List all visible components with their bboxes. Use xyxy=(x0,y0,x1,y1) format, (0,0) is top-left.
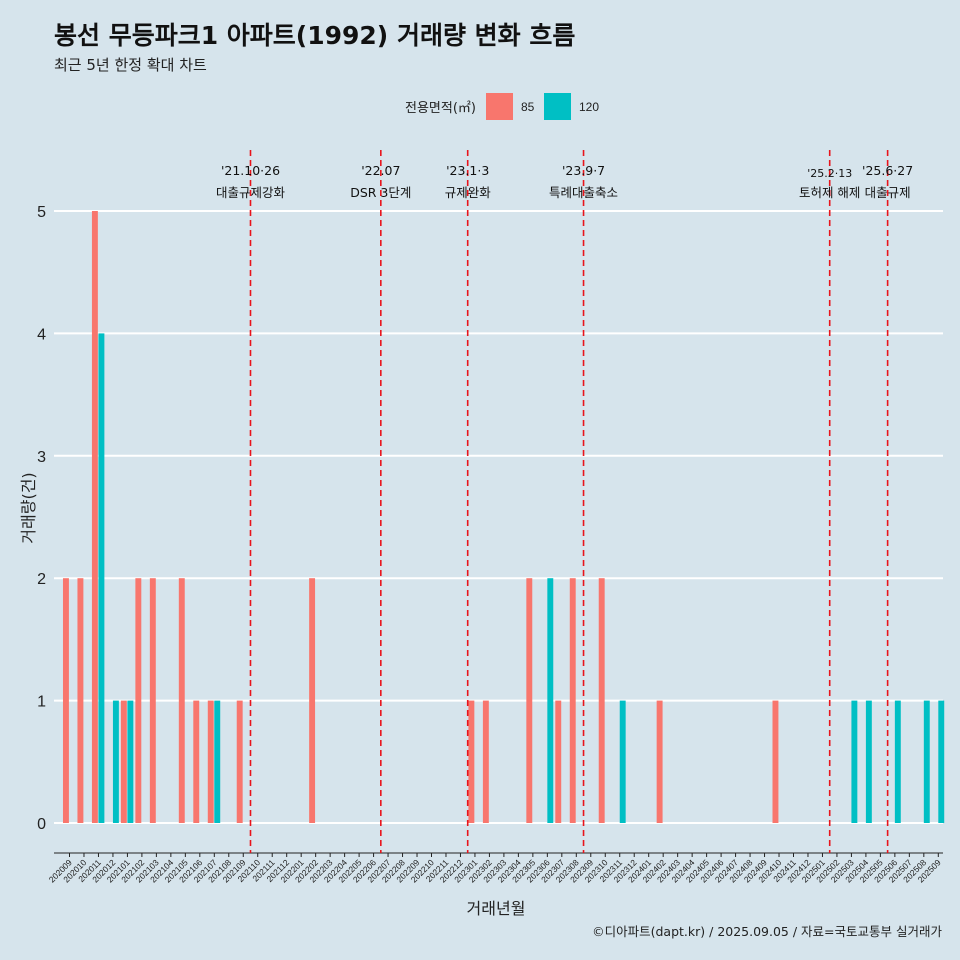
y-axis-title: 거래량(건) xyxy=(19,472,38,543)
bar-85-202410 xyxy=(772,700,779,823)
bar-120-202508 xyxy=(923,700,930,823)
bar-120-202011 xyxy=(98,333,105,823)
legend-label: 120 xyxy=(579,100,599,114)
bar-120-202506 xyxy=(894,700,901,823)
bar-120-202503 xyxy=(851,700,858,823)
bar-85-202301 xyxy=(468,700,475,823)
bar-85-202202 xyxy=(309,578,316,823)
bar-120-202107 xyxy=(214,700,221,823)
y-tick-label: 1 xyxy=(37,694,46,711)
legend: 전용면적(㎡) 85 120 xyxy=(405,93,599,120)
event-date: '21.10·26 xyxy=(221,163,280,178)
y-tick-label: 2 xyxy=(37,571,46,588)
event-label: DSR 3단계 xyxy=(350,185,411,200)
chart-title: 봉선 무등파크1 아파트(1992) 거래량 변화 흐름 xyxy=(54,21,575,50)
y-tick-label: 3 xyxy=(37,449,46,466)
event-date: '22.07 xyxy=(361,163,400,178)
bar-120-202504 xyxy=(865,700,872,823)
bar-85-202109 xyxy=(236,700,243,823)
y-tick-label: 4 xyxy=(37,326,46,343)
bar-85-202307 xyxy=(555,700,562,823)
y-tick-label: 0 xyxy=(37,816,46,833)
bar-85-202011 xyxy=(91,211,98,823)
bar-85-202106 xyxy=(193,700,200,823)
bar-85-202009 xyxy=(62,578,69,823)
event-date: '23.9·7 xyxy=(562,163,605,178)
event-date: '23.1·3 xyxy=(446,163,489,178)
event-date: '25.2·13 xyxy=(807,167,852,180)
event-label: 대출규제 xyxy=(865,185,911,200)
bar-85-202010 xyxy=(77,578,84,823)
legend-key-120 xyxy=(544,93,571,120)
legend-key-85 xyxy=(486,93,513,120)
caption: ©디아파트(dapt.kr) / 2025.09.05 / 자료=국토교통부 실… xyxy=(592,924,942,939)
bar-85-202107 xyxy=(207,700,214,823)
x-axis-title: 거래년월 xyxy=(467,899,526,918)
event-label: 토허제 해제 xyxy=(799,185,860,200)
bar-120-202509 xyxy=(938,700,945,823)
event-date: '25.6·27 xyxy=(862,163,913,178)
bar-85-202308 xyxy=(569,578,576,823)
bar-85-202103 xyxy=(149,578,156,823)
bar-120-202101 xyxy=(127,700,134,823)
bar-120-202306 xyxy=(547,578,554,823)
bar-120-202012 xyxy=(112,700,119,823)
legend-title: 전용면적(㎡) xyxy=(405,101,476,116)
plot-area: 0123452020092020102020112020122021012021… xyxy=(37,150,945,884)
bar-85-202105 xyxy=(178,578,185,823)
bar-85-202302 xyxy=(482,700,489,823)
bar-85-202305 xyxy=(526,578,533,823)
event-label: 특례대출축소 xyxy=(549,185,618,200)
chart-subtitle: 최근 5년 한정 확대 차트 xyxy=(54,56,207,74)
bar-120-202311 xyxy=(619,700,626,823)
event-label: 규제완화 xyxy=(445,185,492,200)
y-tick-label: 5 xyxy=(37,204,46,221)
bar-85-202310 xyxy=(598,578,605,823)
bar-85-202402 xyxy=(656,700,663,823)
bar-85-202102 xyxy=(135,578,142,823)
bar-85-202101 xyxy=(120,700,127,823)
event-label: 대출규제강화 xyxy=(216,185,286,200)
legend-label: 85 xyxy=(521,100,535,114)
